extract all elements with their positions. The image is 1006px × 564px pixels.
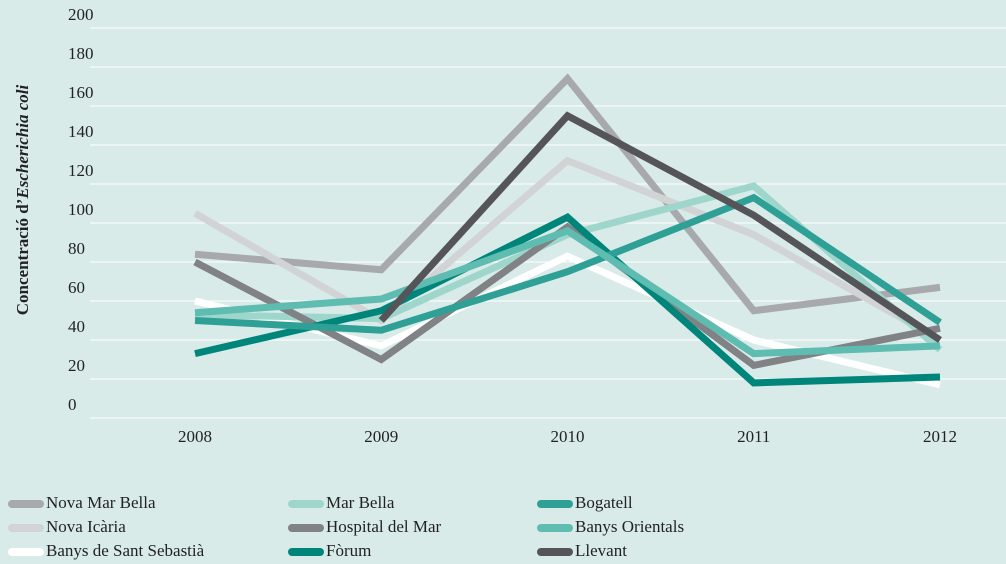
y-axis-label-part: Concentració d’	[13, 199, 32, 316]
legend-label: Mar Bella	[326, 493, 395, 512]
series-line	[194, 226, 941, 358]
legend-label: Hospital del Mar	[326, 517, 442, 536]
y-tick-label: 160	[68, 83, 94, 102]
series-line	[378, 111, 942, 343]
series-line	[194, 73, 941, 315]
x-tick-label: 2012	[923, 427, 957, 446]
legend-label: Banys Orientals	[575, 517, 684, 536]
legend-label: Banys de Sant Sebastià	[46, 541, 205, 560]
legend-label: Llevant	[575, 541, 627, 560]
legend-label: Nova Mar Bella	[46, 493, 156, 512]
y-tick-label: 0	[68, 395, 77, 414]
legend-label: Nova Icària	[46, 517, 126, 536]
x-tick-label: 2009	[364, 427, 398, 446]
y-tick-label: 80	[68, 239, 85, 258]
y-tick-label: 140	[68, 122, 94, 141]
y-tick-label: 60	[68, 278, 85, 297]
y-tick-label: 180	[68, 44, 94, 63]
y-tick-label: 200	[68, 5, 94, 24]
x-tick-label: 2008	[178, 427, 212, 446]
series-line	[194, 193, 942, 334]
series-line	[193, 156, 942, 344]
y-tick-label: 40	[68, 317, 85, 336]
y-tick-label: 100	[68, 200, 94, 219]
legend-label: Fòrum	[326, 541, 371, 560]
x-tick-label: 2010	[551, 427, 585, 446]
x-tick-label: 2011	[737, 427, 770, 446]
y-axis-label: Concentració d’Escherichia coli	[13, 85, 32, 316]
y-tick-label: 120	[68, 161, 94, 180]
y-axis-label-part: Escherichia coli	[13, 85, 32, 200]
legend-label: Bogatell	[575, 493, 633, 512]
y-tick-label: 20	[68, 356, 85, 375]
